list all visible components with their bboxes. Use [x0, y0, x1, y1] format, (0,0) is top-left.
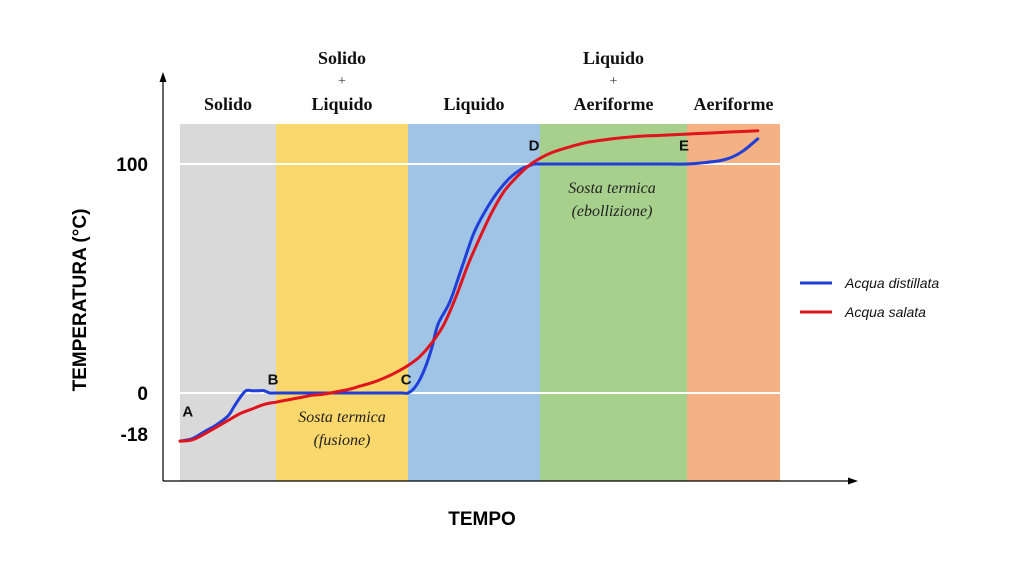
y-axis-arrow — [159, 72, 167, 82]
phase-label-3-1: + — [610, 74, 618, 89]
point-labels: A B C D E — [182, 138, 689, 421]
phase-band-4 — [687, 124, 780, 481]
y-tick-labels: 100 0 -18 — [116, 155, 148, 446]
x-axis-title: TEMPO — [448, 509, 516, 530]
y-axis-title: TEMPERATURA (°C) — [70, 209, 91, 392]
point-label-a: A — [182, 403, 193, 420]
phase-labels: Solido Solido + Liquido Liquido Liquido + Aerif… — [204, 48, 773, 114]
phase-label-3-0: Liquido — [583, 48, 644, 68]
point-label-c: C — [401, 371, 412, 388]
legend-label-0: Acqua distillata — [844, 275, 939, 291]
annotation-1-1: (ebollizione) — [572, 203, 653, 220]
phase-band-2 — [408, 124, 540, 481]
y-tick-label-1: 0 — [137, 384, 148, 405]
legend: Acqua distillata Acqua salata — [800, 275, 939, 320]
phase-label-1-1: + — [338, 74, 346, 89]
series-line-1 — [178, 129, 760, 443]
series-line-0 — [178, 137, 760, 443]
annotation-1-0: Sosta termica — [568, 180, 656, 197]
y-tick-label-2: -18 — [121, 425, 148, 446]
phase-label-0-0: Solido — [204, 94, 252, 114]
phase-label-2-0: Liquido — [443, 94, 504, 114]
phase-band-1 — [276, 124, 408, 481]
x-axis-arrow — [848, 477, 858, 485]
series-lines — [178, 129, 760, 443]
phase-bands — [180, 124, 780, 481]
point-label-b: B — [268, 371, 279, 388]
phase-label-4-0: Aeriforme — [694, 94, 774, 114]
annotation-0-1: (fusione) — [314, 432, 371, 449]
point-label-e: E — [679, 138, 689, 155]
y-tick-label-0: 100 — [116, 155, 148, 176]
axes — [159, 72, 858, 485]
phase-label-3-2: Aeriforme — [574, 94, 654, 114]
annotations: Sosta termica (fusione) Sosta termica (ebol… — [298, 180, 656, 449]
phase-label-1-2: Liquido — [311, 94, 372, 114]
legend-label-1: Acqua salata — [844, 304, 926, 320]
point-label-d: D — [529, 138, 540, 155]
phase-band-0 — [180, 124, 276, 481]
annotation-0-0: Sosta termica — [298, 409, 386, 426]
phase-band-3 — [540, 124, 687, 481]
phase-label-1-0: Solido — [318, 48, 366, 68]
